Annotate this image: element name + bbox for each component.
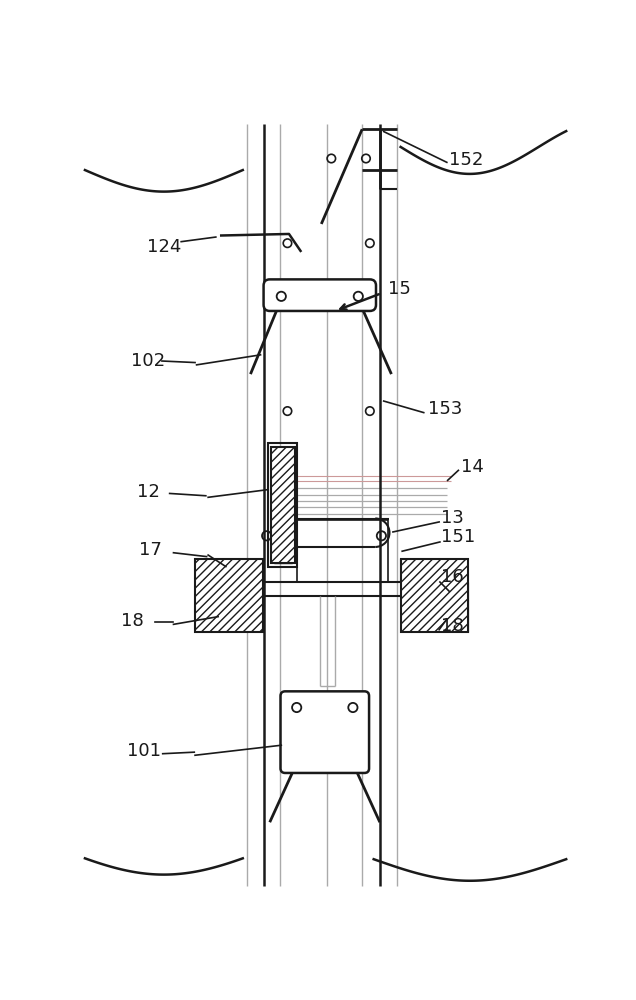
Text: 152: 152 bbox=[449, 151, 483, 169]
FancyBboxPatch shape bbox=[263, 279, 376, 311]
Text: 14: 14 bbox=[460, 458, 483, 476]
Text: 12: 12 bbox=[137, 483, 160, 501]
Bar bbox=[273, 559, 292, 563]
Bar bbox=[273, 547, 292, 559]
FancyBboxPatch shape bbox=[280, 691, 369, 773]
Text: 18: 18 bbox=[441, 617, 464, 635]
Text: 124: 124 bbox=[146, 238, 181, 256]
Text: 17: 17 bbox=[139, 541, 162, 559]
Text: 153: 153 bbox=[427, 400, 462, 418]
Text: 151: 151 bbox=[441, 528, 476, 546]
Text: 18: 18 bbox=[121, 611, 144, 630]
Bar bbox=[298, 520, 389, 582]
Text: 101: 101 bbox=[127, 742, 162, 760]
Text: 13: 13 bbox=[441, 509, 464, 527]
Text: 16: 16 bbox=[441, 568, 464, 586]
Bar bbox=[270, 447, 295, 563]
Text: 102: 102 bbox=[131, 352, 165, 370]
Bar bbox=[401, 559, 468, 632]
Bar bbox=[195, 559, 263, 632]
Text: 15: 15 bbox=[387, 280, 410, 298]
Bar bbox=[268, 443, 298, 567]
